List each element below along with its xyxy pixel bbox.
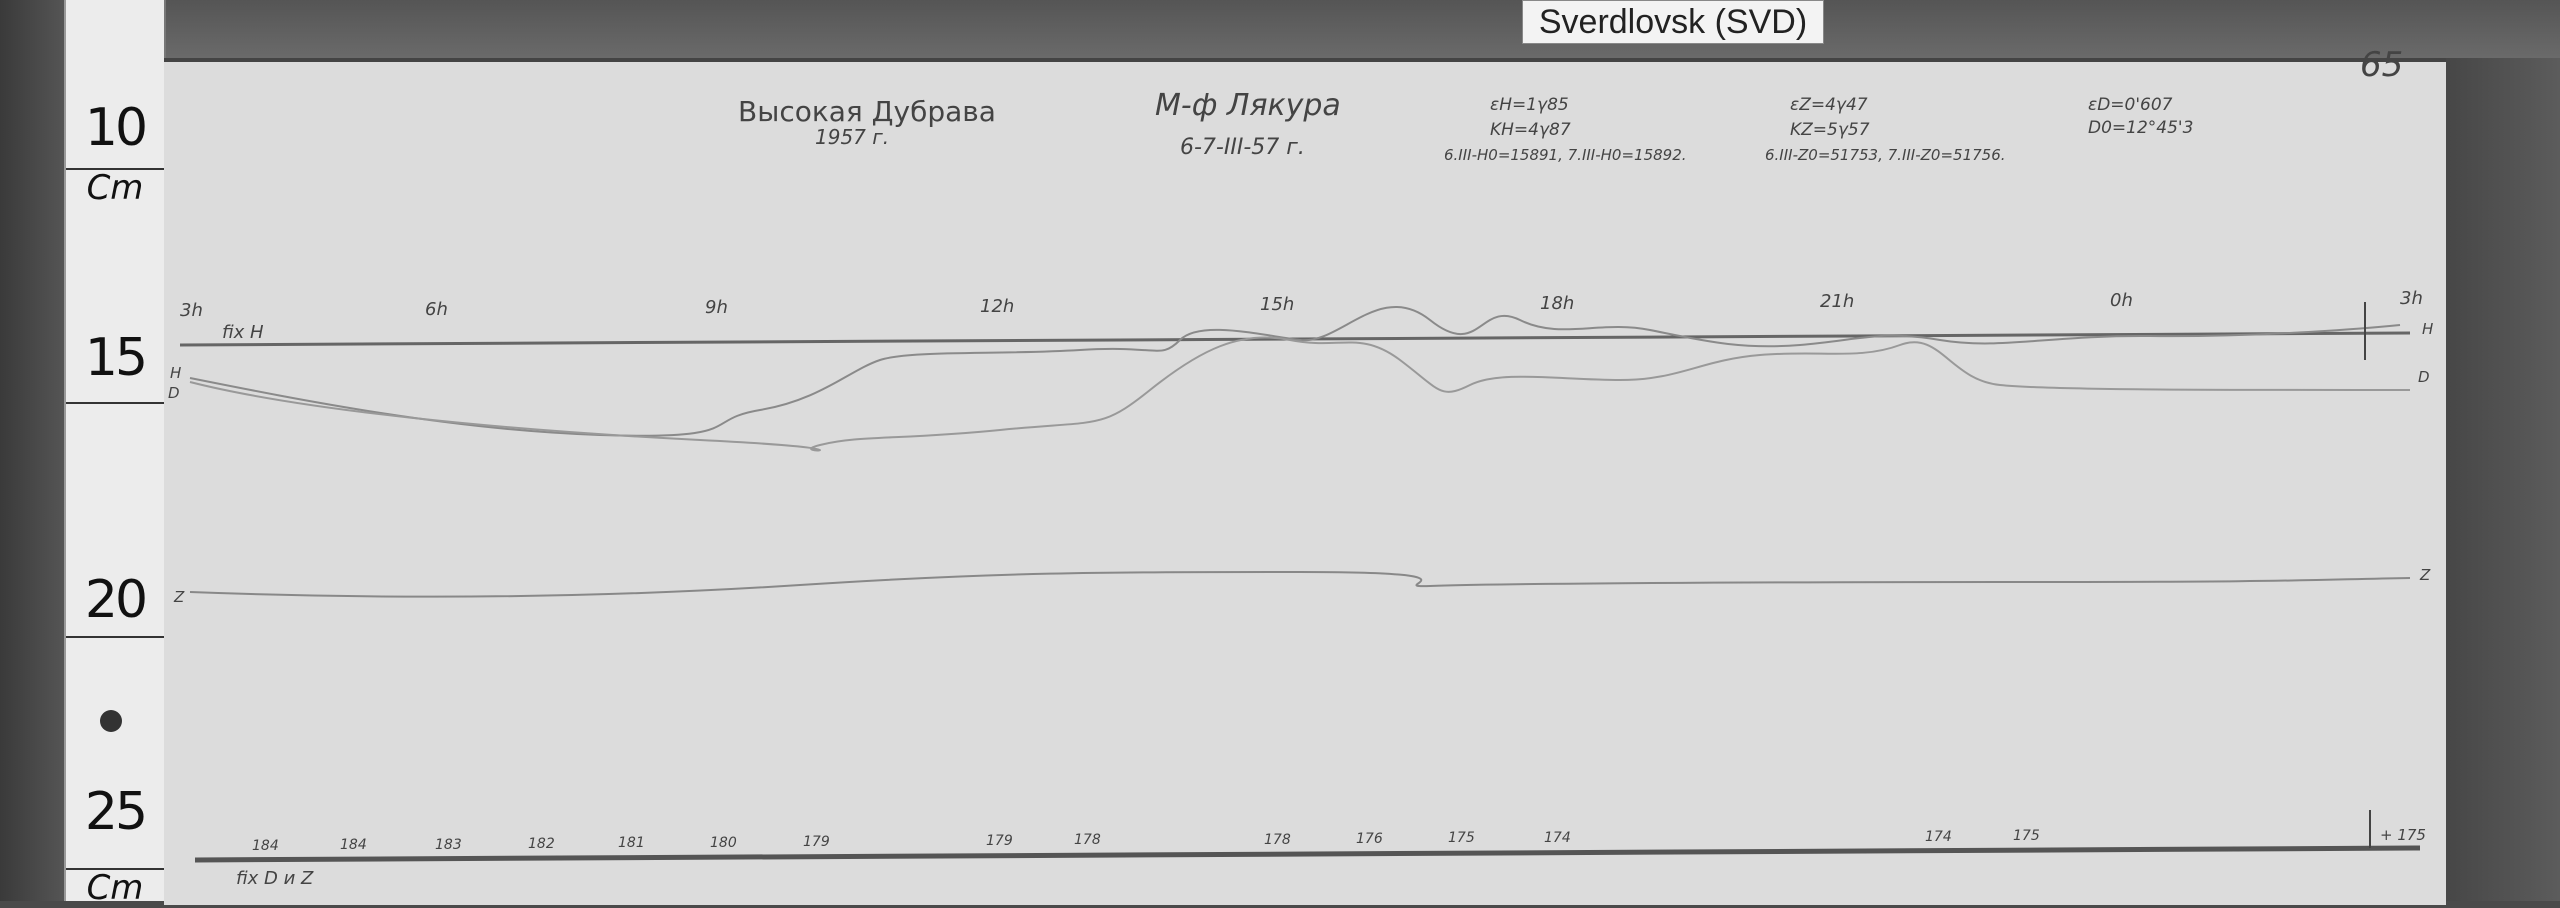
param-eD: εD=0'607 bbox=[2088, 95, 2173, 115]
param-KZ: KZ=5γ57 bbox=[1790, 120, 1870, 140]
top-edge bbox=[162, 0, 2560, 58]
temperature-label: 184 bbox=[340, 837, 367, 854]
hour-label: 6h bbox=[425, 298, 448, 320]
record-date: 6-7-III-57 г. bbox=[1180, 135, 1305, 160]
param-eZ: εZ=4γ47 bbox=[1790, 95, 1868, 115]
trace-label-d-right: D bbox=[2418, 368, 2430, 386]
z-trace bbox=[189, 570, 2411, 598]
page-number: 65 bbox=[2360, 45, 2404, 85]
variometer: М-ф Лякура bbox=[1155, 88, 1341, 123]
station-label: Sverdlovsk (SVD) bbox=[1522, 0, 1824, 44]
temperature-label: 178 bbox=[1264, 831, 1291, 848]
temperature-label: 175 bbox=[2013, 828, 2040, 845]
param-D0: D0=12°45'3 bbox=[2088, 118, 2194, 138]
ruler-tick bbox=[66, 636, 164, 638]
param-H0: 6.III-H0=15891, 7.III-H0=15892. bbox=[1444, 146, 1687, 164]
ruler-mark: 10 bbox=[84, 98, 148, 158]
ruler-mark: 25 bbox=[84, 782, 148, 842]
temperature-label: 178 bbox=[1074, 832, 1101, 849]
temperature-label: 179 bbox=[803, 833, 830, 850]
trace-label-z-right: Z bbox=[2420, 566, 2431, 584]
magnetogram-sheet bbox=[164, 58, 2446, 905]
baseline-dz bbox=[194, 845, 2421, 863]
hour-label: 9h bbox=[705, 297, 728, 318]
d-trace bbox=[189, 336, 2411, 452]
temp-end: + 175 bbox=[2380, 826, 2426, 844]
temperature-label: 183 bbox=[435, 836, 462, 853]
hour-label: 12h bbox=[980, 295, 1015, 317]
temperature-label: 179 bbox=[986, 833, 1013, 850]
ruler-tick bbox=[66, 402, 164, 404]
hour-label: 3h bbox=[180, 300, 203, 321]
temperature-label: 184 bbox=[252, 838, 279, 854]
ruler-mark: 20 bbox=[84, 570, 148, 630]
baseline-h-label: fix H bbox=[222, 322, 264, 343]
temperature-label: 174 bbox=[1925, 828, 1952, 845]
trace-label-d: D bbox=[168, 384, 180, 402]
hour-label: 18h bbox=[1540, 292, 1575, 314]
station-name: Высокая Дубрава bbox=[738, 95, 996, 128]
ruler-tick bbox=[66, 868, 164, 870]
h-trace bbox=[189, 306, 2401, 437]
ruler-tick bbox=[66, 168, 164, 170]
temperature-label: 174 bbox=[1544, 829, 1571, 846]
ruler-hole bbox=[100, 710, 122, 732]
ruler-mark: Cm bbox=[86, 168, 144, 208]
hour-label: 21h bbox=[1820, 291, 1855, 312]
trace-label-h-right: H bbox=[2422, 320, 2434, 338]
trace-label-h: H bbox=[170, 364, 182, 382]
ruler-mark: 15 bbox=[84, 328, 148, 388]
temperature-label: 175 bbox=[1448, 830, 1475, 847]
trace-label-z: Z bbox=[174, 588, 185, 606]
hour-label: 3h bbox=[2400, 288, 2423, 309]
param-KH: KH=4γ87 bbox=[1490, 120, 1571, 140]
temperature-label: 176 bbox=[1356, 831, 1383, 847]
temperature-label: 181 bbox=[618, 835, 645, 852]
param-Z0: 6.III-Z0=51753, 7.III-Z0=51756. bbox=[1765, 146, 2006, 164]
hour-label: 0h bbox=[2110, 289, 2133, 311]
temperature-label: 180 bbox=[710, 834, 737, 851]
hour-label: 15h bbox=[1260, 294, 1295, 315]
temperature-label: 182 bbox=[528, 835, 555, 852]
year: 1957 г. bbox=[815, 125, 890, 149]
baseline-dz-label: fix D и Z bbox=[236, 868, 314, 889]
param-eH: εH=1γ85 bbox=[1490, 95, 1569, 115]
